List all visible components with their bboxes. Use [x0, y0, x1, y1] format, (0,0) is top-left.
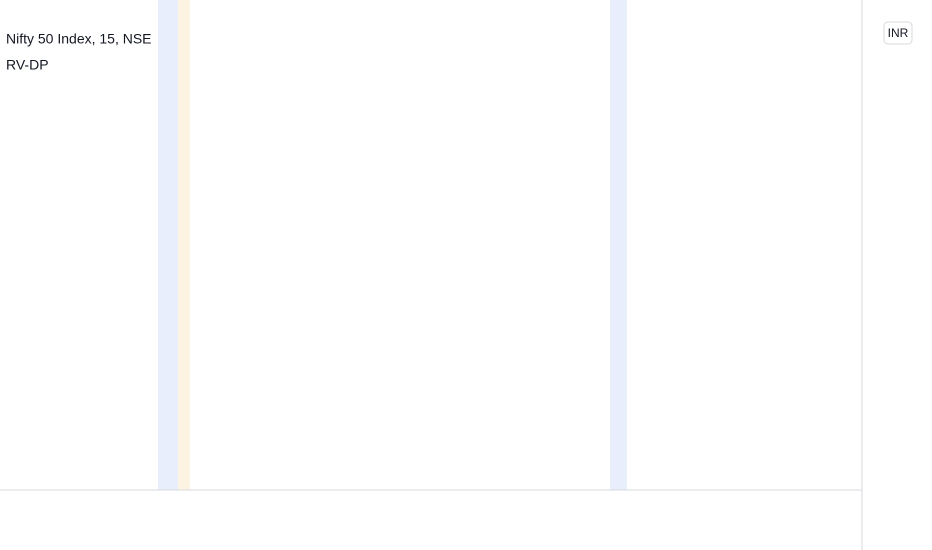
session-shade — [610, 0, 627, 490]
currency-label[interactable]: INR — [888, 26, 909, 40]
session-shade — [158, 0, 178, 490]
session-shade — [178, 0, 190, 490]
chart-title: Nifty 50 Index, 15, NSE — [6, 31, 152, 47]
indicator-name: RV-DP — [6, 57, 49, 73]
currency-button[interactable] — [883, 21, 913, 45]
